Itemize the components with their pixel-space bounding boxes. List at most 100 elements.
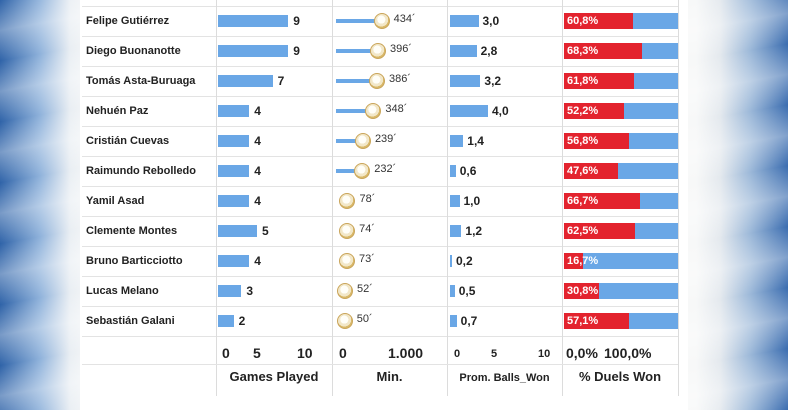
row-divider bbox=[82, 6, 678, 7]
balls-won-bar bbox=[450, 45, 477, 57]
games-value-label: 9 bbox=[293, 14, 300, 28]
games-value-label: 5 bbox=[262, 224, 269, 238]
minutes-axis-tick: 0 bbox=[339, 345, 347, 361]
balls-won-value-label: 0,2 bbox=[456, 254, 473, 268]
duels-won-bar bbox=[564, 73, 635, 89]
duels-value-label: 61,8% bbox=[567, 75, 599, 87]
column-divider bbox=[332, 0, 333, 396]
balls-won-value-label: 3,0 bbox=[482, 14, 500, 28]
row-divider bbox=[82, 276, 678, 277]
games-bar bbox=[218, 225, 257, 237]
balls-won-bar bbox=[450, 15, 479, 27]
duels-won-bar bbox=[564, 43, 642, 59]
minutes-bar bbox=[336, 109, 370, 113]
duels-won-bar bbox=[564, 283, 600, 299]
balls-won-bar bbox=[450, 255, 452, 267]
minutes-value-label: 386´ bbox=[389, 73, 412, 85]
minutes-bar bbox=[336, 79, 374, 83]
duels-value-label: 52,2% bbox=[567, 105, 599, 117]
minutes-bar bbox=[336, 139, 359, 143]
duels-value-label: 60,8% bbox=[567, 15, 599, 27]
balls-won-value-label: 3,2 bbox=[484, 74, 502, 88]
duels-value-label: 30,8% bbox=[567, 285, 599, 297]
minutes-bar bbox=[336, 169, 359, 173]
balls-won-value-label: 0,6 bbox=[459, 164, 477, 178]
games-bar bbox=[218, 105, 250, 117]
player-name: Lucas Melano bbox=[86, 285, 159, 297]
duels-axis-tick: 0,0% bbox=[566, 345, 598, 361]
duels-won-bar bbox=[564, 163, 619, 179]
duels-won-bar bbox=[564, 193, 641, 209]
row-divider bbox=[82, 36, 678, 37]
player-name: Nehuén Paz bbox=[86, 105, 149, 117]
row-divider bbox=[82, 336, 678, 337]
minutes-value-label: 232´ bbox=[374, 163, 397, 175]
balls-won-bar bbox=[450, 195, 460, 207]
minutes-value-label: 348´ bbox=[385, 103, 408, 115]
minutes-value-label: 52´ bbox=[356, 283, 373, 295]
minutes-value-label: 73´ bbox=[359, 253, 375, 265]
balls-won-value-label: 1,0 bbox=[463, 194, 481, 208]
player-name: Cristián Cuevas bbox=[86, 135, 170, 147]
balls-won-bar bbox=[450, 315, 457, 327]
row-divider bbox=[82, 66, 678, 67]
column-divider bbox=[216, 0, 217, 396]
minutes-value-label: 74´ bbox=[359, 223, 375, 235]
games-bar bbox=[218, 165, 250, 177]
games-axis-tick: 5 bbox=[253, 345, 261, 361]
duels-value-label: 66,7% bbox=[567, 195, 599, 207]
row-divider bbox=[82, 156, 678, 157]
player-name: Raimundo Rebolledo bbox=[86, 165, 196, 177]
balls-won-bar bbox=[450, 75, 481, 87]
row-divider bbox=[82, 126, 678, 127]
soccer-ball-icon bbox=[373, 13, 390, 29]
duels-won-bar bbox=[564, 313, 630, 329]
minutes-value-label: 78´ bbox=[359, 193, 376, 205]
soccer-ball-icon bbox=[339, 253, 355, 269]
row-divider bbox=[82, 246, 678, 247]
balls-won-value-label: 0,7 bbox=[460, 314, 478, 328]
balls-won-value-label: 2,8 bbox=[480, 44, 498, 58]
player-name: Felipe Gutiérrez bbox=[86, 15, 170, 27]
axis-divider bbox=[82, 364, 678, 365]
games-value-label: 4 bbox=[254, 104, 261, 118]
games-value-label: 9 bbox=[293, 44, 300, 58]
games-bar bbox=[218, 135, 250, 147]
games-bar bbox=[218, 285, 242, 297]
balls_won-axis-title: Prom. Balls_Won bbox=[459, 372, 550, 384]
soccer-ball-icon bbox=[369, 73, 386, 89]
games-axis-tick: 10 bbox=[297, 345, 313, 361]
duels-value-label: 16,7% bbox=[567, 255, 599, 267]
duels-axis-title: % Duels Won bbox=[578, 369, 662, 384]
soccer-ball-icon bbox=[336, 313, 353, 329]
minutes-value-label: 396´ bbox=[390, 43, 413, 55]
games-bar bbox=[218, 255, 250, 267]
games-bar bbox=[218, 75, 273, 87]
balls-won-bar bbox=[450, 165, 456, 177]
duels-won-bar bbox=[564, 103, 624, 119]
player-name: Bruno Barticciotto bbox=[86, 255, 183, 267]
player-name: Tomás Asta-Buruaga bbox=[86, 75, 196, 87]
games-value-label: 4 bbox=[254, 194, 261, 208]
balls-won-value-label: 4,0 bbox=[492, 104, 509, 118]
games-bar bbox=[218, 45, 289, 57]
duels-won-bar bbox=[564, 133, 629, 149]
balls_won-axis-tick: 10 bbox=[538, 348, 551, 360]
duels-value-label: 56,8% bbox=[567, 135, 599, 147]
balls-won-bar bbox=[450, 225, 462, 237]
duels-value-label: 57,1% bbox=[567, 315, 599, 327]
minutes-value-label: 50´ bbox=[356, 313, 373, 325]
duels-value-label: 62,5% bbox=[567, 225, 599, 237]
minutes-bar bbox=[336, 49, 375, 53]
duels-value-label: 68,3% bbox=[567, 45, 599, 57]
balls-won-value-label: 1,2 bbox=[465, 224, 483, 238]
minutes-bar bbox=[336, 19, 378, 23]
games-bar bbox=[218, 195, 250, 207]
soccer-ball-icon bbox=[354, 163, 371, 179]
games-bar bbox=[218, 15, 289, 27]
soccer-ball-icon bbox=[339, 223, 356, 239]
games-value-label: 3 bbox=[246, 284, 254, 298]
games-axis-tick: 0 bbox=[222, 345, 230, 361]
games-value-label: 2 bbox=[238, 314, 246, 328]
row-divider bbox=[82, 306, 678, 307]
